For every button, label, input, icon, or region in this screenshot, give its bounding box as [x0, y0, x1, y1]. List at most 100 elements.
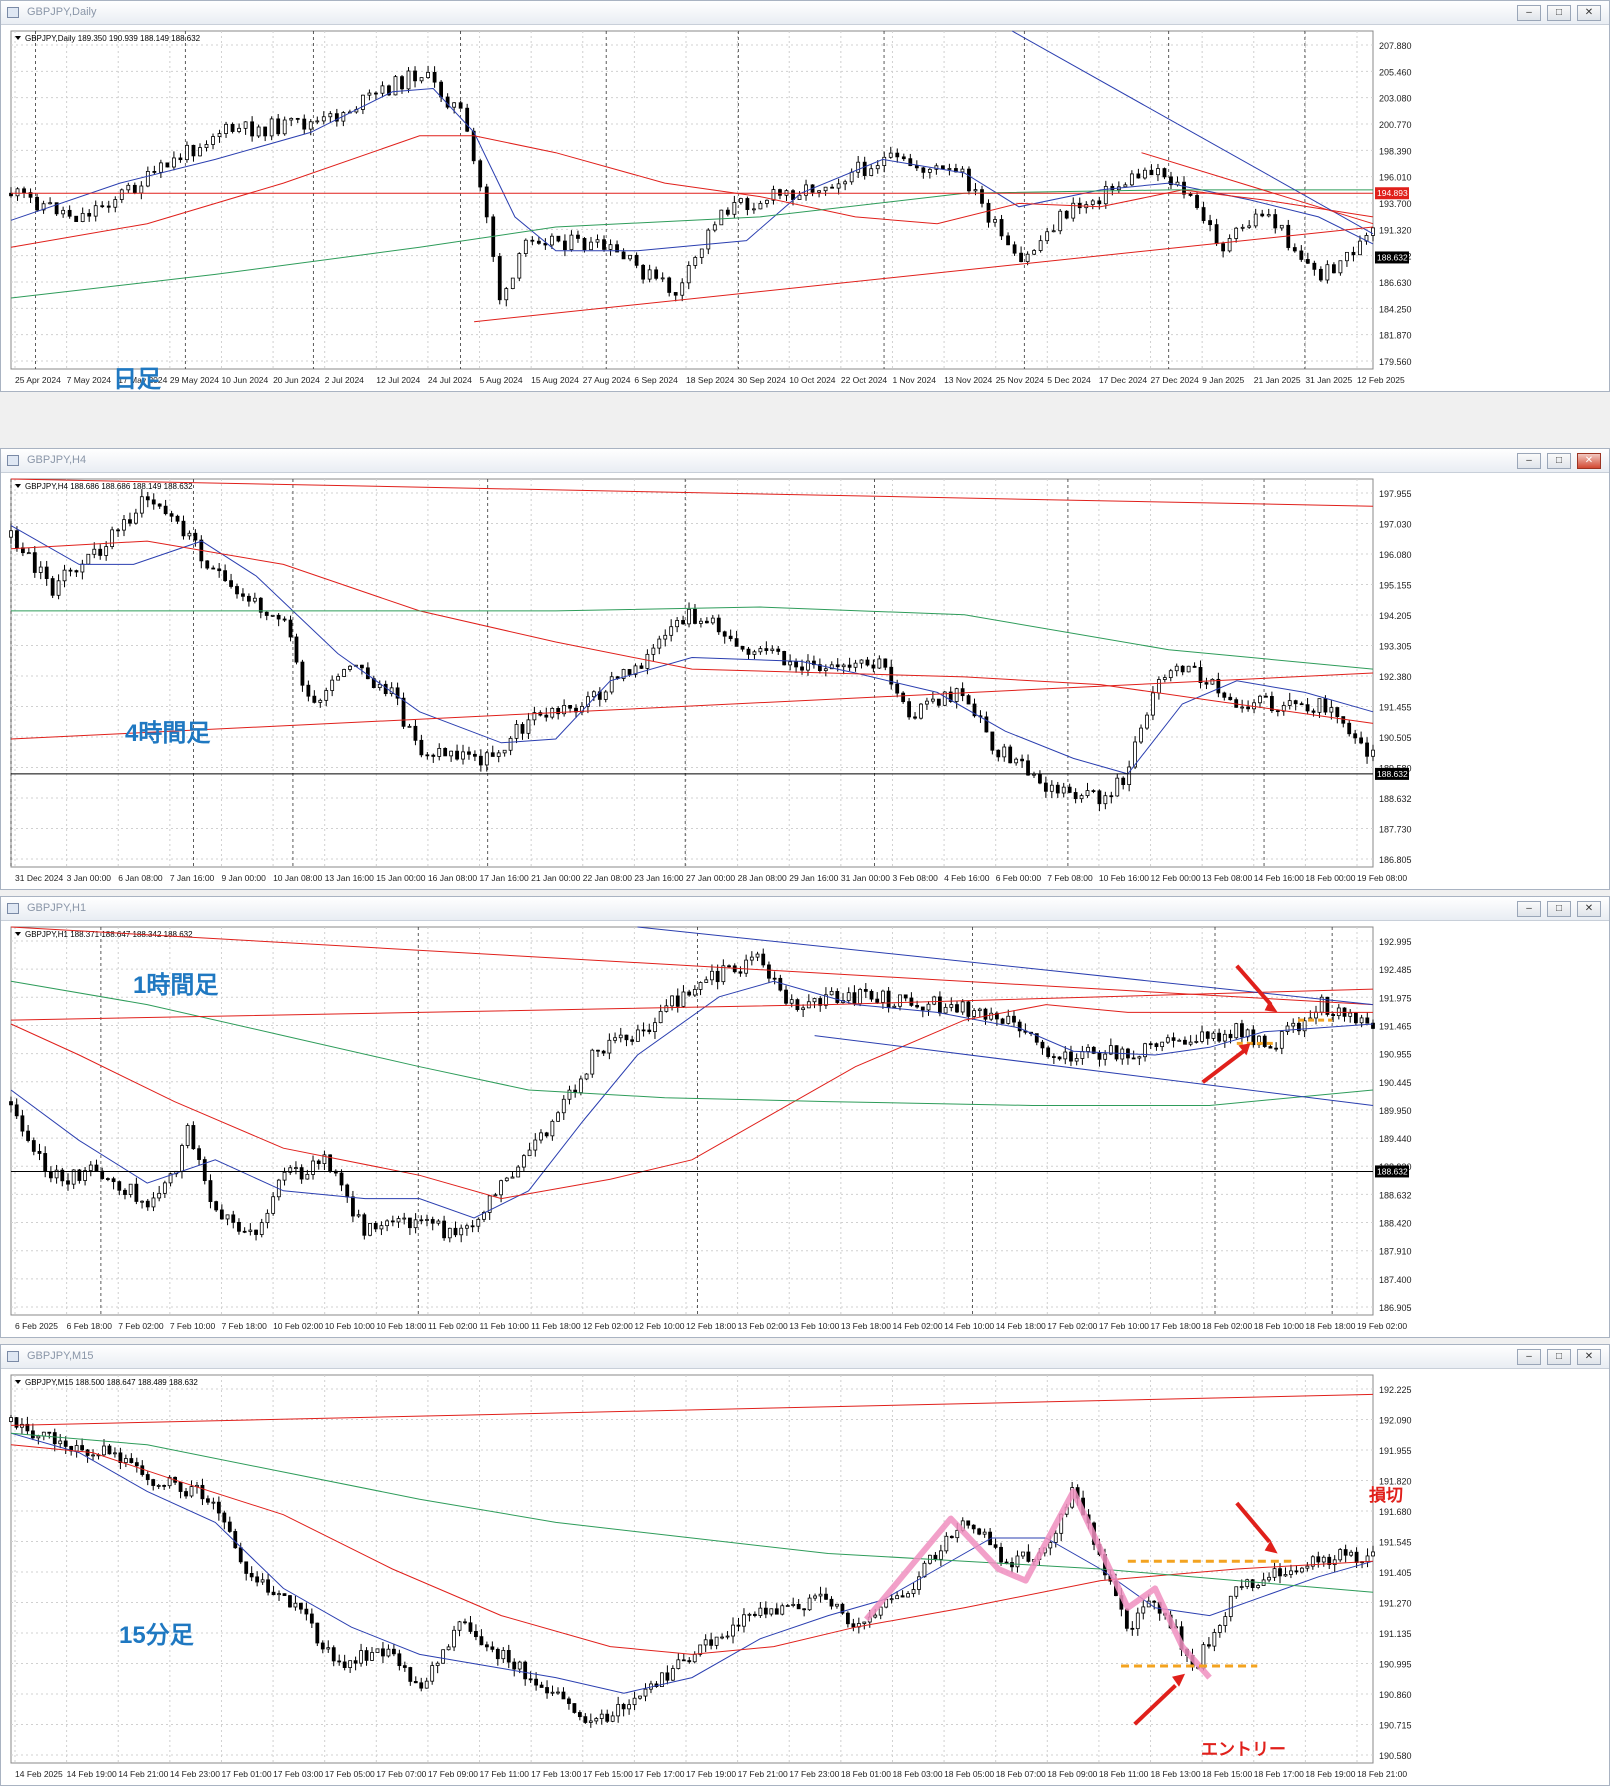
candlestick	[1267, 1572, 1271, 1583]
candlestick	[1359, 731, 1364, 745]
minimize-button[interactable]: –	[1517, 901, 1541, 917]
candle-body	[800, 666, 804, 671]
candlestick	[801, 1004, 806, 1017]
time-axis-label: 7 Feb 08:00	[1047, 873, 1093, 883]
maximize-button[interactable]: □	[1547, 901, 1571, 917]
candlestick	[98, 544, 103, 560]
time-axis-label: 17 Jan 16:00	[480, 873, 529, 883]
candle-body	[367, 92, 372, 96]
candlestick	[971, 1524, 976, 1534]
chart-window-h4[interactable]: GBPJPY,H4 – □ ✕ 197.955 197.030 196.080 195…	[0, 448, 1610, 890]
minimize-button[interactable]: –	[1517, 1349, 1541, 1365]
candlestick	[882, 152, 887, 173]
candle-body	[321, 116, 326, 122]
price-axis-label: 191.975	[1379, 993, 1412, 1003]
candlestick	[1256, 1583, 1261, 1590]
candlestick	[1046, 1045, 1051, 1059]
time-axis-label: 18 Feb 02:00	[1202, 1321, 1252, 1331]
candle-body	[71, 1169, 76, 1185]
maximize-button[interactable]: □	[1547, 1349, 1571, 1365]
candlestick	[1188, 1035, 1193, 1047]
candlestick	[532, 706, 537, 726]
maximize-button[interactable]: □	[1547, 5, 1571, 21]
candlestick	[949, 1535, 954, 1539]
candle-body	[1283, 1574, 1288, 1577]
time-axis-label: 7 Jan 16:00	[170, 873, 215, 883]
candle-body	[337, 1660, 342, 1663]
time-axis-label: 18 Feb 18:00	[1305, 1321, 1355, 1331]
candle-body	[482, 1212, 486, 1220]
close-button[interactable]: ✕	[1577, 5, 1601, 21]
candlestick	[1321, 1555, 1326, 1567]
window-titlebar[interactable]: GBPJPY,H4 – □ ✕	[1, 449, 1609, 473]
window-titlebar[interactable]: GBPJPY,M15 – □ ✕	[1, 1345, 1609, 1369]
candle-body	[1331, 264, 1336, 274]
candlestick	[914, 160, 919, 171]
candlestick	[1127, 760, 1132, 792]
chart-window-daily[interactable]: GBPJPY,Daily – □ ✕ 207.880 205.460 203.080…	[0, 0, 1610, 393]
candlestick	[1051, 224, 1056, 233]
candle-body	[1074, 1058, 1079, 1062]
candle-body	[882, 156, 887, 166]
close-button[interactable]: ✕	[1577, 453, 1601, 469]
close-button[interactable]: ✕	[1577, 901, 1601, 917]
price-chart[interactable]: 192.225192.090191.955191.820191.680191.5…	[1, 1369, 1609, 1785]
candlestick	[1234, 1586, 1239, 1599]
window-titlebar[interactable]: GBPJPY,Daily – □ ✕	[1, 1, 1609, 25]
candlestick	[504, 1176, 509, 1182]
candlestick	[36, 1434, 41, 1445]
candlestick	[459, 1224, 464, 1243]
candle-body	[613, 1037, 617, 1041]
candlestick	[758, 1601, 763, 1618]
price-chart[interactable]: 197.955197.030196.080195.155194.205193.3…	[1, 473, 1609, 889]
candle-body	[681, 620, 685, 625]
candlestick	[1348, 1009, 1353, 1023]
candle-body	[1262, 1035, 1267, 1047]
maximize-button[interactable]: □	[1547, 453, 1571, 469]
close-button[interactable]: ✕	[1577, 1349, 1601, 1365]
candlestick	[191, 1121, 196, 1150]
chart-window-m15[interactable]: GBPJPY,M15 – □ ✕ 192.225 192.090 191.955 19…	[0, 1344, 1610, 1786]
candle-body	[302, 118, 307, 130]
time-axis-label: 17 Feb 18:00	[1151, 1321, 1201, 1331]
candle-body	[840, 1603, 845, 1614]
candlestick	[258, 597, 263, 619]
price-axis-label: 190.995	[1379, 1660, 1412, 1670]
candle-body	[162, 1485, 167, 1487]
candlestick	[269, 116, 274, 141]
minimize-button[interactable]: –	[1517, 5, 1541, 21]
candle-body	[506, 1650, 511, 1663]
candlestick	[490, 745, 495, 757]
candlestick	[9, 1414, 13, 1423]
time-axis-label: 23 Jan 16:00	[634, 873, 683, 883]
candle-body	[1268, 1046, 1273, 1049]
price-axis-label: 192.995	[1379, 937, 1412, 947]
candlestick	[41, 200, 46, 214]
window-titlebar[interactable]: GBPJPY,H1 – □ ✕	[1, 897, 1609, 921]
candle-body	[610, 1715, 615, 1722]
candlestick	[749, 951, 754, 966]
chart-window-h1[interactable]: GBPJPY,H1 – □ ✕ 192.995 192.485 191.975 191…	[0, 896, 1610, 1338]
minimize-button[interactable]: –	[1517, 453, 1541, 469]
candlestick	[510, 277, 515, 290]
candle-body	[835, 1603, 839, 1607]
candle-body	[852, 992, 857, 1005]
candle-body	[243, 121, 248, 129]
candle-body	[643, 1688, 648, 1697]
candle-body	[311, 1160, 315, 1175]
candle-body	[1091, 1046, 1096, 1054]
candle-body	[28, 192, 33, 198]
candle-body	[256, 126, 261, 137]
time-axis-label: 18 Feb 17:00	[1254, 1769, 1304, 1779]
candlestick	[755, 951, 760, 962]
candlestick	[426, 65, 430, 79]
time-axis-label: 21 Jan 2025	[1254, 375, 1301, 385]
candlestick	[1310, 1555, 1315, 1570]
candle-body	[328, 113, 333, 118]
candle-body	[247, 595, 251, 602]
price-chart[interactable]: 207.880205.460203.080200.770198.390196.0…	[1, 25, 1609, 391]
candle-body	[184, 1491, 188, 1497]
time-axis-label: 27 Jan 00:00	[686, 873, 735, 883]
price-chart[interactable]: 192.995192.485191.975191.465190.955190.4…	[1, 921, 1609, 1337]
candle-body	[48, 202, 53, 205]
